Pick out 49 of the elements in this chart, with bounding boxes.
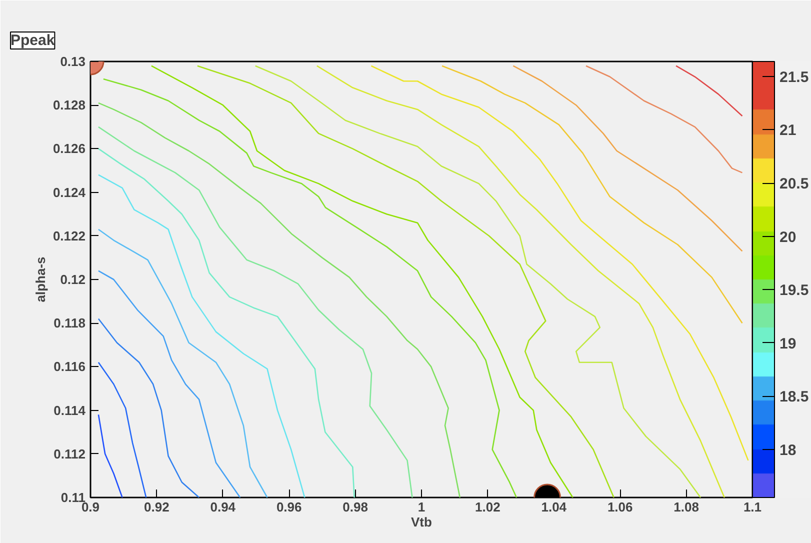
color-bar-label: 19.5 — [780, 282, 809, 300]
x-tick-label: 1.08 — [674, 500, 699, 514]
line-series — [98, 174, 306, 498]
x-tick-label: 1 — [418, 500, 426, 514]
line-series — [98, 126, 413, 498]
line-series — [675, 65, 743, 117]
color-bar-label: 18 — [780, 442, 796, 460]
x-tick-label: 1.02 — [475, 500, 500, 514]
line-series — [98, 102, 461, 498]
line-series — [98, 228, 268, 498]
y-tick-label: 0.112 — [54, 446, 86, 462]
y-tick-label: 0.128 — [52, 98, 86, 113]
line-series — [98, 318, 200, 498]
color-bar-label: 21.5 — [780, 68, 809, 86]
y-tick-label: 0.124 — [52, 184, 86, 200]
color-bar-label: 20 — [780, 228, 796, 246]
color-bar-label: 18.5 — [780, 388, 809, 406]
x-tick-label: 0.94 — [210, 500, 236, 514]
line-series — [316, 65, 726, 498]
x-tick-label: 0.98 — [342, 500, 368, 514]
x-tick-label: 1.1 — [743, 500, 762, 514]
line-series — [196, 65, 614, 498]
x-tick-label: 1.04 — [541, 500, 568, 514]
line-series — [98, 148, 355, 498]
line-series — [98, 270, 241, 498]
line-series — [254, 65, 702, 498]
x-tick-label: 1.06 — [607, 500, 633, 514]
line-series — [102, 78, 518, 498]
color-bar-label: 19 — [780, 335, 796, 352]
line-series — [512, 65, 743, 252]
x-tick-label: 0.92 — [144, 500, 170, 514]
line-series — [150, 65, 574, 498]
y-tick-label: 0.114 — [54, 402, 86, 418]
line-series — [585, 65, 743, 174]
line-series — [98, 414, 123, 498]
x-axis-title: Vtb — [411, 514, 432, 530]
color-bar-label: 21 — [780, 122, 796, 140]
y-tick-label: 0.118 — [54, 316, 86, 331]
x-tick-label: 0.96 — [276, 500, 302, 514]
y-tick-label: 0.116 — [54, 359, 86, 374]
y-tick-label: 0.12 — [60, 272, 86, 287]
y-tick-label: 0.126 — [52, 141, 86, 156]
y-tick-label: 0.13 — [60, 54, 86, 69]
y-tick-label: 0.122 — [52, 228, 86, 244]
y-axis-title: alpha-s — [32, 256, 48, 302]
line-series — [441, 65, 743, 324]
color-bar-label: 20.5 — [780, 176, 809, 193]
line-series — [370, 65, 749, 462]
line-series — [98, 362, 147, 498]
